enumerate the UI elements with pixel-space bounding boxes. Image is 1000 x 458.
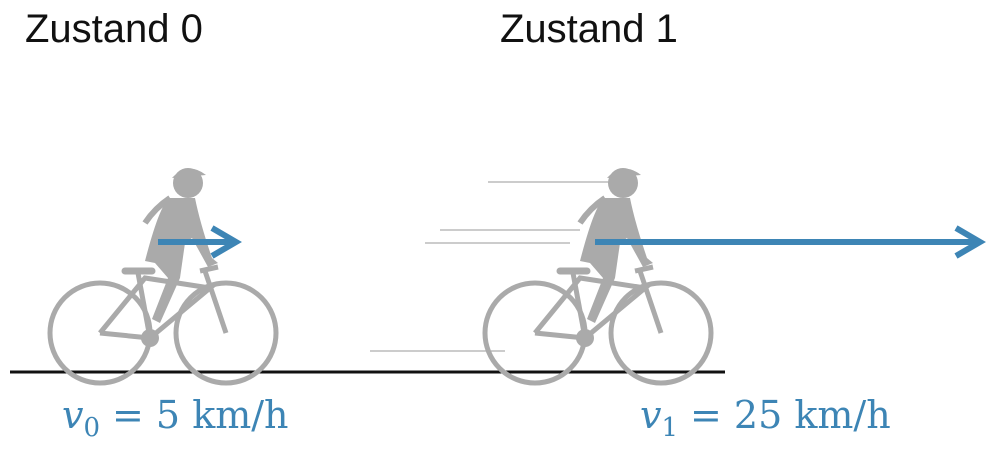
symbol: v (62, 393, 84, 437)
symbol: v (640, 393, 662, 437)
velocity-arrow (595, 225, 986, 259)
subscript: 1 (661, 413, 678, 443)
velocity-label: v1 = 25 km/h (640, 393, 891, 443)
velocity-label: v0 = 5 km/h (62, 393, 289, 443)
state-title: Zustand 0 (25, 7, 203, 51)
value: = 5 km/h (112, 393, 289, 437)
velocity-arrow (158, 225, 242, 259)
speed-lines (370, 181, 610, 352)
subscript: 0 (83, 413, 100, 443)
state-title: Zustand 1 (500, 7, 678, 51)
value: = 25 km/h (690, 393, 891, 437)
cyclist (50, 168, 276, 383)
cyclist (485, 168, 711, 383)
